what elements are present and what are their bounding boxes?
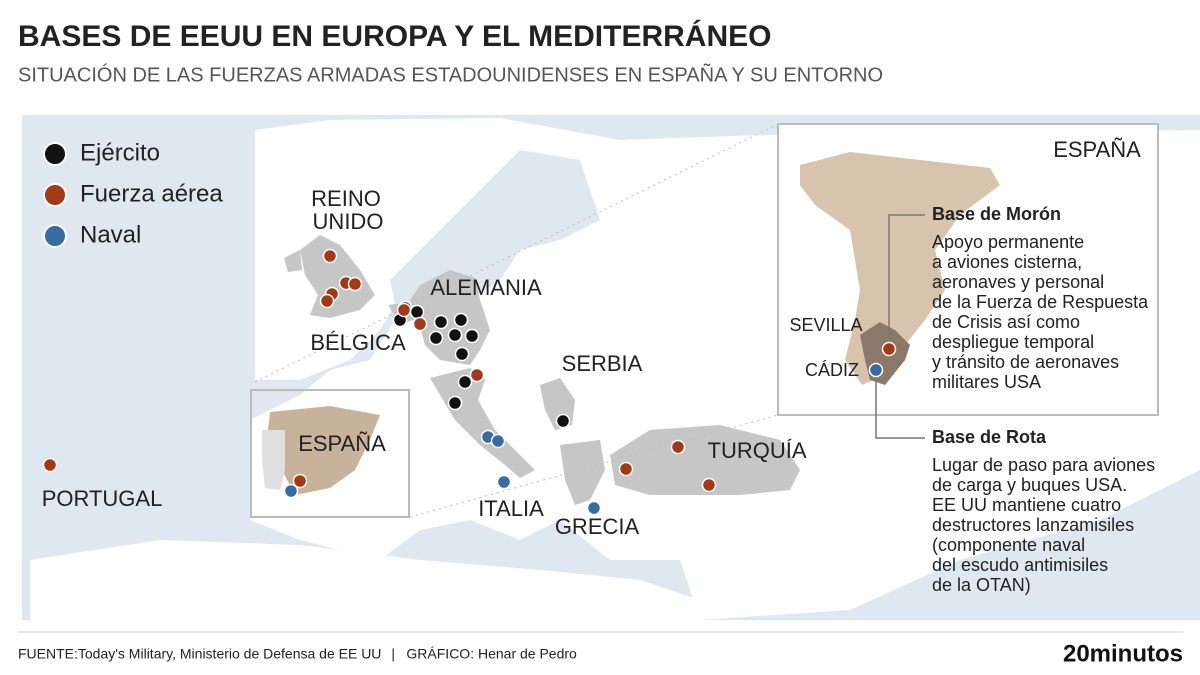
base-dot <box>319 293 335 309</box>
base-description: y tránsito de aeronaves <box>932 352 1119 372</box>
legend-dot <box>43 224 67 248</box>
title: BASES DE EEUU EN EUROPA Y EL MEDITERRÁNE… <box>18 19 771 53</box>
city-label: SEVILLA <box>789 315 862 335</box>
base-dot <box>447 327 463 343</box>
base-dot <box>412 316 428 332</box>
base-description: despliegue temporal <box>932 332 1094 352</box>
logo: 20minutos <box>1063 640 1183 667</box>
greece <box>560 440 605 505</box>
legend-dot <box>43 183 67 207</box>
base-dot <box>464 328 480 344</box>
zoom-line <box>254 123 779 383</box>
uk <box>300 235 375 318</box>
inset-spain <box>800 152 1000 385</box>
spain <box>268 406 380 495</box>
ireland <box>284 250 302 272</box>
country-label: SERBIA <box>562 351 643 376</box>
country-label: ALEMANIA <box>430 275 542 300</box>
base-dot <box>42 457 58 473</box>
africa <box>30 540 700 620</box>
base-description: militares USA <box>932 372 1041 392</box>
base-dot <box>396 302 412 318</box>
base-dot <box>292 473 308 489</box>
portugal <box>262 430 285 490</box>
base-description: aeronaves y personal <box>932 272 1104 292</box>
base-description: de la Fuerza de Respuesta <box>932 292 1149 312</box>
inset-country: ESPAÑA <box>1053 137 1141 162</box>
country-label: GRECIA <box>555 514 640 539</box>
base-dot <box>433 314 449 330</box>
turkey <box>610 425 800 495</box>
base-dot <box>409 304 425 320</box>
country-label: ESPAÑA <box>298 431 386 456</box>
leader-line <box>888 214 925 349</box>
zoom-box <box>250 389 410 518</box>
footer-source: FUENTE:Today's Military, Ministerio de D… <box>18 646 381 662</box>
base-dot <box>670 439 686 455</box>
country-label: PORTUGAL <box>42 486 163 511</box>
country-label: UNIDO <box>313 209 384 234</box>
base-description: EE UU mantiene cuatro <box>932 495 1121 515</box>
country-label: BÉLGICA <box>310 330 406 355</box>
base-dot <box>457 374 473 390</box>
base-description: Apoyo permanente <box>932 232 1084 252</box>
zoom-line <box>409 414 779 518</box>
base-description: (componente naval <box>932 535 1085 555</box>
base-dot <box>881 341 897 357</box>
base-title: Base de Rota <box>932 427 1047 447</box>
base-dot <box>453 312 469 328</box>
base-dot <box>347 276 363 292</box>
base-dot <box>701 477 717 493</box>
country-label: TURQUÍA <box>708 438 807 463</box>
base-dot <box>322 248 338 264</box>
base-dot <box>868 362 884 378</box>
base-description: de la OTAN) <box>932 575 1031 595</box>
base-description: de carga y buques USA. <box>932 475 1127 495</box>
footer-credit: GRÁFICO: Henar de Pedro <box>406 646 577 662</box>
base-title: Base de Morón <box>932 204 1061 224</box>
country-label: ITALIA <box>478 496 544 521</box>
italy <box>430 368 535 478</box>
base-dot <box>283 483 299 499</box>
base-dot <box>469 367 485 383</box>
base-dot <box>586 500 602 516</box>
legend-label: Naval <box>80 221 141 248</box>
base-dot <box>454 346 470 362</box>
base-description: de Crisis así como <box>932 312 1080 332</box>
base-dot <box>618 461 634 477</box>
base-description: a aviones cisterna, <box>932 252 1082 272</box>
leader-line <box>875 370 925 439</box>
base-dot <box>490 433 506 449</box>
city-label: CÁDIZ <box>805 360 859 380</box>
base-description: destructores lanzamisiles <box>932 515 1134 535</box>
base-description: del escudo antimisiles <box>932 555 1108 575</box>
base-dot <box>496 474 512 490</box>
base-dot <box>428 330 444 346</box>
legend-label: Ejército <box>80 139 160 166</box>
footer-separator: | <box>391 646 395 662</box>
base-description: Lugar de paso para aviones <box>932 455 1155 475</box>
inset <box>777 123 1159 439</box>
country-label: REINO <box>311 186 381 211</box>
legend-label: Fuerza aérea <box>80 180 223 207</box>
base-dot <box>555 413 571 429</box>
base-dot <box>447 395 463 411</box>
legend-dot <box>43 142 67 166</box>
subtitle: SITUACIÓN DE LAS FUERZAS ARMADAS ESTADOU… <box>18 62 883 86</box>
